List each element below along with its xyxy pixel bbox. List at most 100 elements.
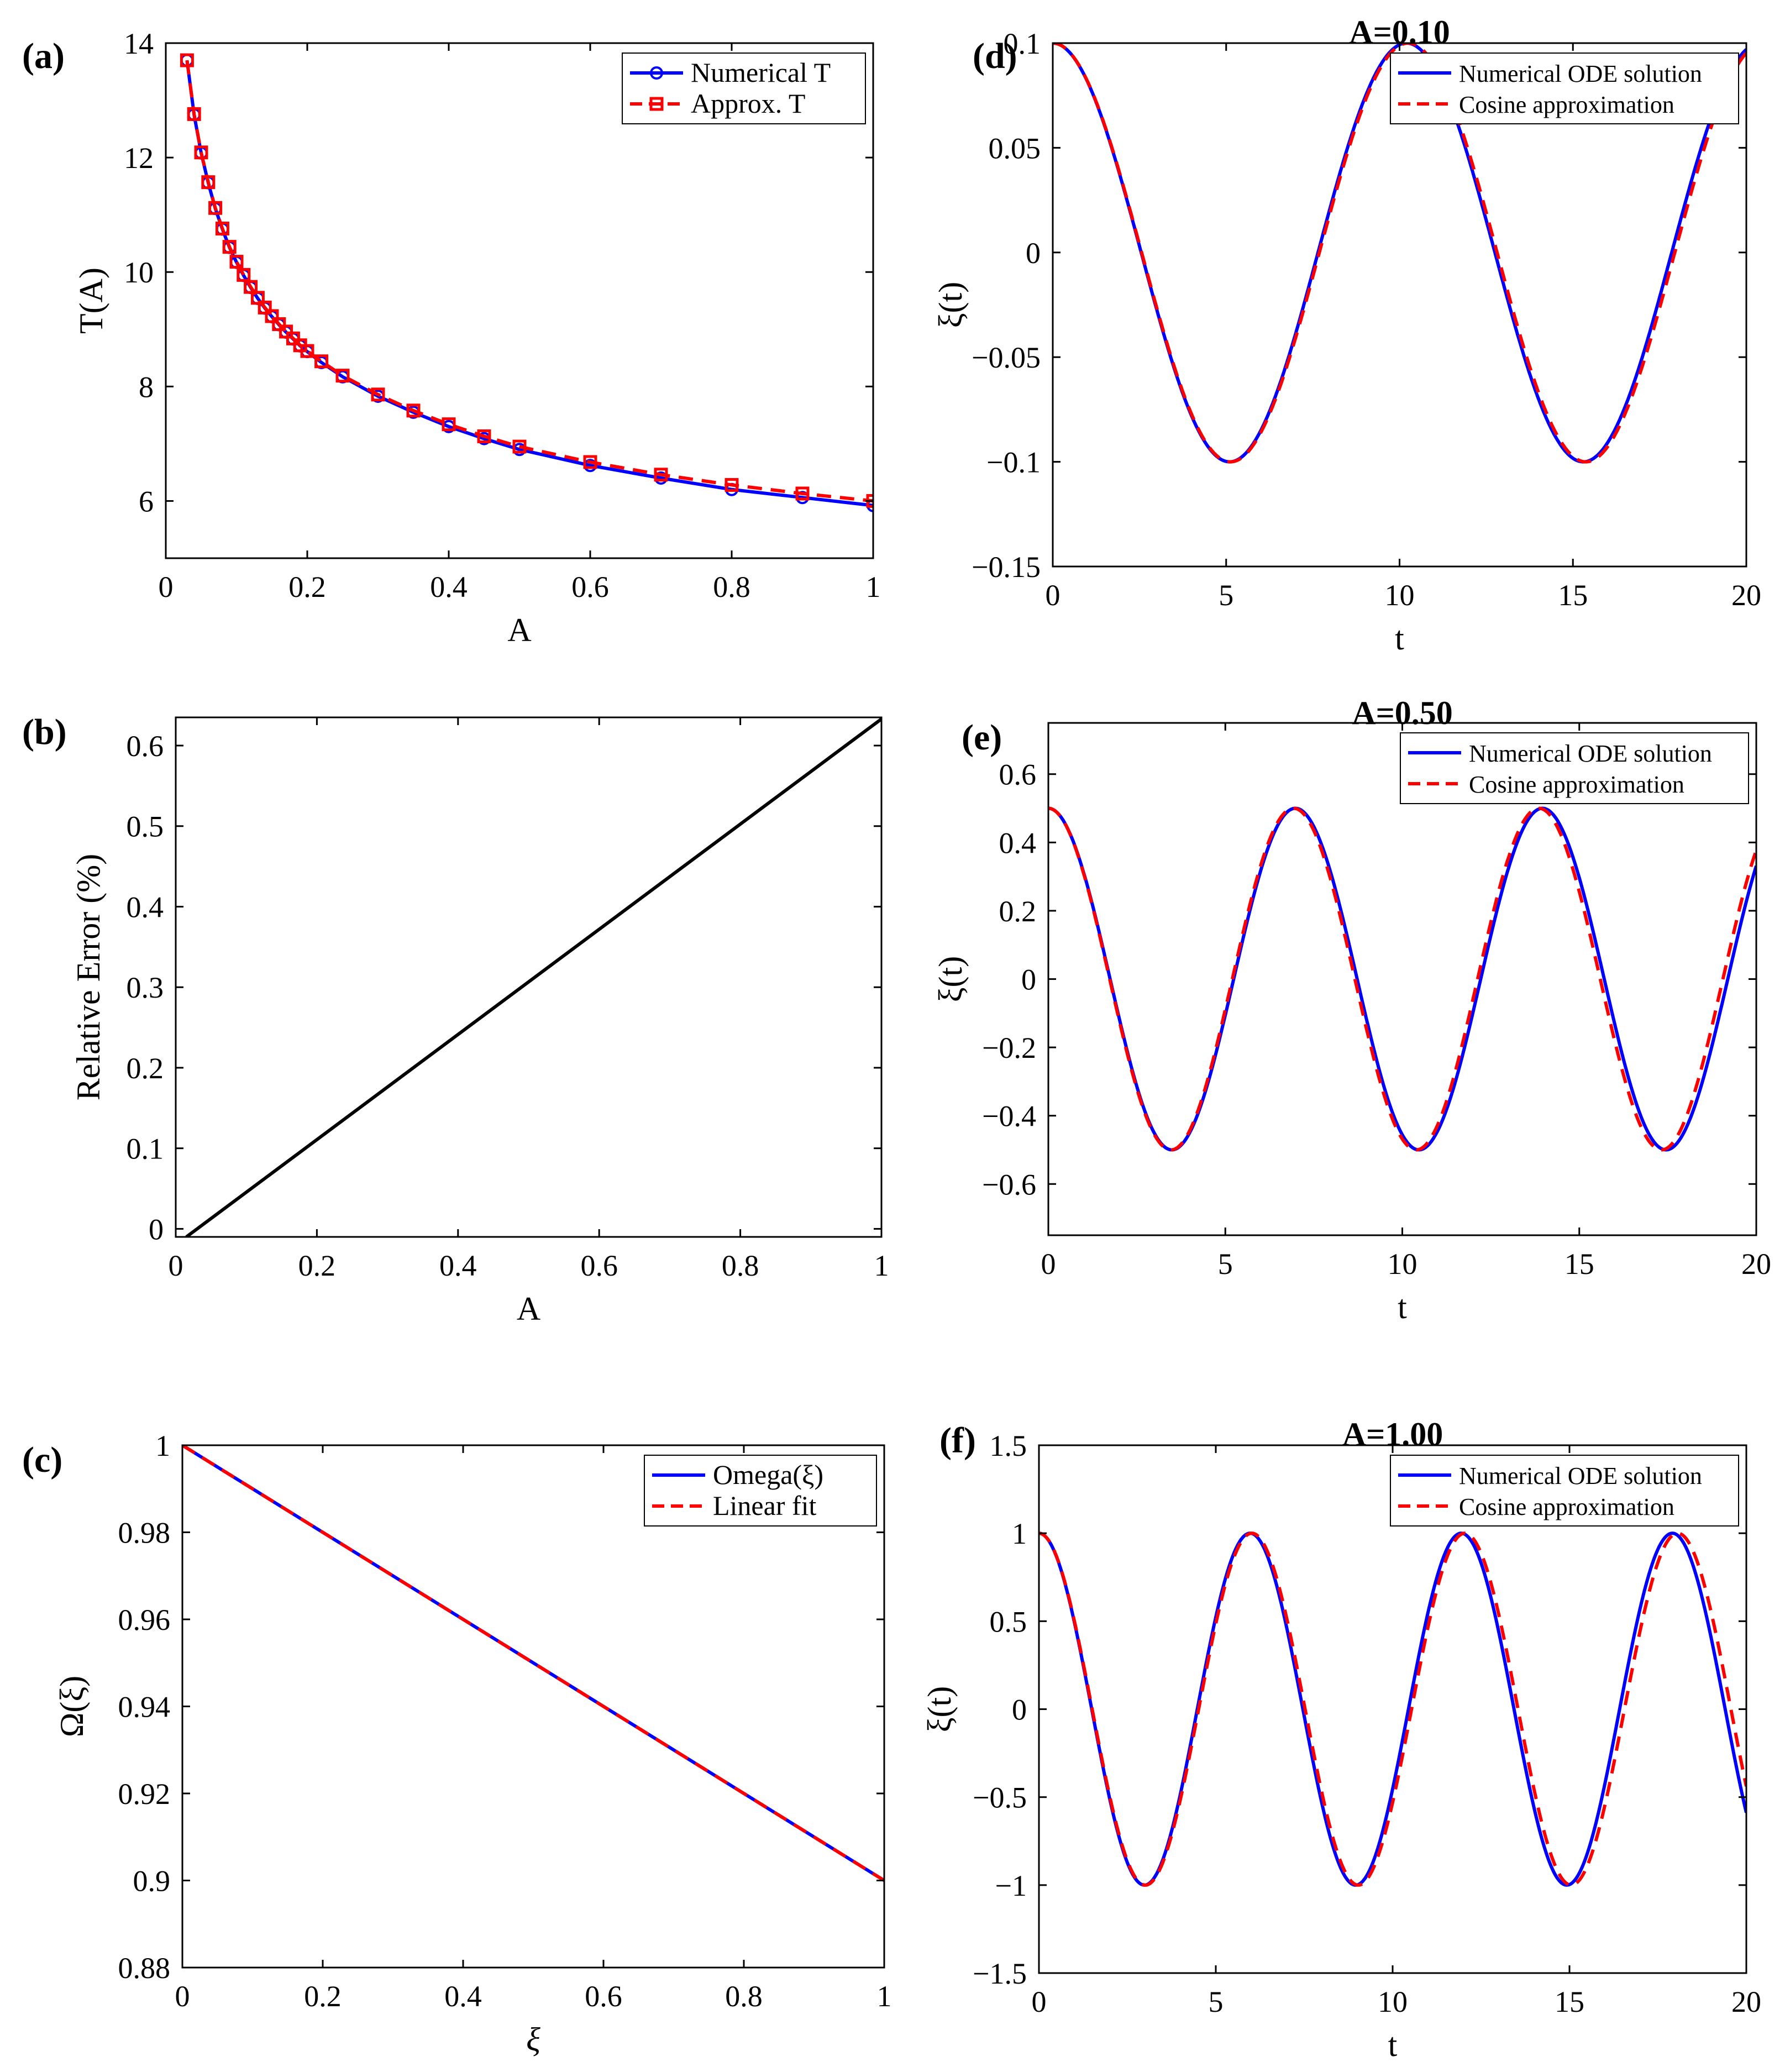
y-tick-label: 0.2	[127, 1052, 164, 1085]
y-tick-label: 0.98	[118, 1517, 171, 1550]
y-tick-label: −0.4	[982, 1100, 1036, 1133]
data-point	[215, 222, 229, 236]
y-tick-label: 14	[124, 27, 154, 60]
plot-area	[1048, 806, 1756, 1152]
y-tick-label: 6	[139, 485, 154, 518]
legend-box	[1390, 1455, 1739, 1527]
x-tick-label: 0.2	[288, 570, 326, 604]
y-axis-label: Ω(ξ)	[54, 1676, 90, 1737]
y-tick-label: 0.6	[127, 730, 164, 763]
panel-c: (c) 0 0.2 0.4 0.6 0.8 1 0.88 0.9 0.92 0.94 0.96 0.98…	[22, 1429, 892, 2058]
legend-label: Numerical T	[691, 57, 831, 88]
data-point	[222, 240, 237, 254]
panel-label: (a)	[22, 36, 65, 76]
data-point	[258, 300, 272, 314]
y-tick-label: 0	[1026, 237, 1041, 270]
legend-label: Numerical ODE solution	[1459, 1462, 1702, 1489]
x-tick-label: 10	[1388, 1247, 1418, 1281]
y-tick-label: 1.5	[990, 1429, 1027, 1462]
data-point	[244, 280, 258, 294]
x-tick-label: 5	[1219, 579, 1233, 612]
data-point	[654, 468, 668, 482]
legend-label: Approx. T	[691, 88, 805, 119]
data-point	[795, 486, 810, 501]
y-axis-label: T(A)	[73, 267, 109, 334]
data-point	[194, 145, 208, 160]
y-tick-label: 0.1	[1004, 27, 1041, 60]
y-tick-label: 1	[1012, 1517, 1027, 1550]
x-tick-label: 0.2	[304, 1980, 342, 2013]
data-point	[335, 369, 350, 383]
panel-e: (e)A=0.500 5 10 15 20−0.6−0.4−0.200.20.40.6t…	[932, 695, 1771, 1325]
y-tick-label: 0.96	[118, 1603, 171, 1636]
legend-label: Numerical ODE solution	[1469, 740, 1712, 767]
x-tick-label: 0.6	[585, 1980, 622, 2013]
y-tick-label: −0.2	[982, 1031, 1036, 1064]
data-point	[187, 107, 201, 121]
y-tick-label: 0.3	[127, 971, 164, 1004]
y-tick-label: 0.05	[989, 132, 1041, 165]
x-tick-label: 5	[1209, 1985, 1224, 2018]
legend: Numerical ODE solution Cosine approximati…	[1390, 1455, 1739, 1527]
x-axis-label: A	[517, 1291, 540, 1327]
series-line-1	[1048, 806, 1756, 1152]
panel-label: (b)	[22, 712, 67, 752]
x-tick-label: 0.8	[722, 1249, 759, 1282]
panel-label: (d)	[973, 36, 1017, 76]
legend: Omega(ξ)Linear fit	[644, 1455, 877, 1527]
series-line-1	[1039, 1531, 1746, 1887]
y-tick-label: 0.5	[127, 810, 164, 843]
panel-label: (e)	[962, 717, 1002, 758]
x-tick-label: 0.2	[298, 1249, 336, 1282]
y-tick-label: 0.6	[999, 758, 1037, 791]
data-point	[477, 429, 491, 443]
y-tick-label: 1	[155, 1429, 170, 1462]
series-line-0	[182, 1445, 884, 1882]
data-point	[208, 201, 223, 215]
panel-f: (f) A=1.000 5 10 15 20−1.5−1−0.500.511.5tξ(t)…	[921, 1416, 1761, 2063]
legend: Numerical ODE solution Cosine approximati…	[1400, 732, 1749, 804]
legend-label: Numerical ODE solution	[1459, 60, 1702, 87]
legend-label: Linear fit	[713, 1490, 817, 1521]
legend-label: Cosine approximation	[1469, 771, 1684, 798]
data-point	[180, 53, 194, 67]
legend-box	[644, 1455, 877, 1527]
y-tick-label: −0.15	[972, 550, 1041, 584]
x-tick-label: 0.4	[439, 1249, 477, 1282]
series-line-0	[185, 717, 881, 1237]
y-axis-label: ξ(t)	[932, 956, 969, 1002]
y-tick-label: 0.9	[133, 1865, 171, 1898]
x-tick-label: 0.4	[430, 570, 468, 604]
x-tick-label: 15	[1558, 579, 1588, 612]
x-tick-label: 10	[1378, 1985, 1408, 2018]
y-tick-label: −0.1	[986, 446, 1041, 479]
data-point	[314, 354, 329, 369]
series-line-1	[185, 60, 873, 503]
data-point	[725, 478, 739, 492]
data-point	[512, 439, 527, 454]
data-point	[272, 317, 286, 331]
series-line-1	[1053, 43, 1746, 464]
x-tick-label: 0.8	[713, 570, 750, 604]
x-tick-label: 1	[866, 570, 881, 604]
x-tick-label: 5	[1218, 1247, 1233, 1281]
plot-area	[182, 1445, 884, 1882]
y-tick-label: 0.5	[990, 1605, 1027, 1638]
panel-a: (a) 0 0.2 0.4 0.6 0.8 1 6 8 10 12 14 A T(A) Numerical …	[22, 27, 881, 648]
plot-area	[185, 717, 881, 1237]
data-point	[237, 267, 251, 282]
axes-box	[175, 716, 883, 1238]
legend-label: Cosine approximation	[1459, 1493, 1674, 1520]
legend-box	[1400, 732, 1749, 804]
legend-marker	[650, 66, 663, 80]
data-point	[442, 417, 456, 432]
series-line-0	[1039, 1531, 1746, 1887]
axes-box	[165, 42, 874, 559]
y-tick-label: 0.92	[118, 1777, 171, 1811]
y-tick-label: 0	[149, 1213, 164, 1246]
data-point	[371, 387, 385, 402]
y-tick-label: 0.88	[118, 1952, 171, 1985]
x-tick-label: 0	[1032, 1985, 1047, 2018]
panel-label: (f)	[939, 1420, 976, 1461]
